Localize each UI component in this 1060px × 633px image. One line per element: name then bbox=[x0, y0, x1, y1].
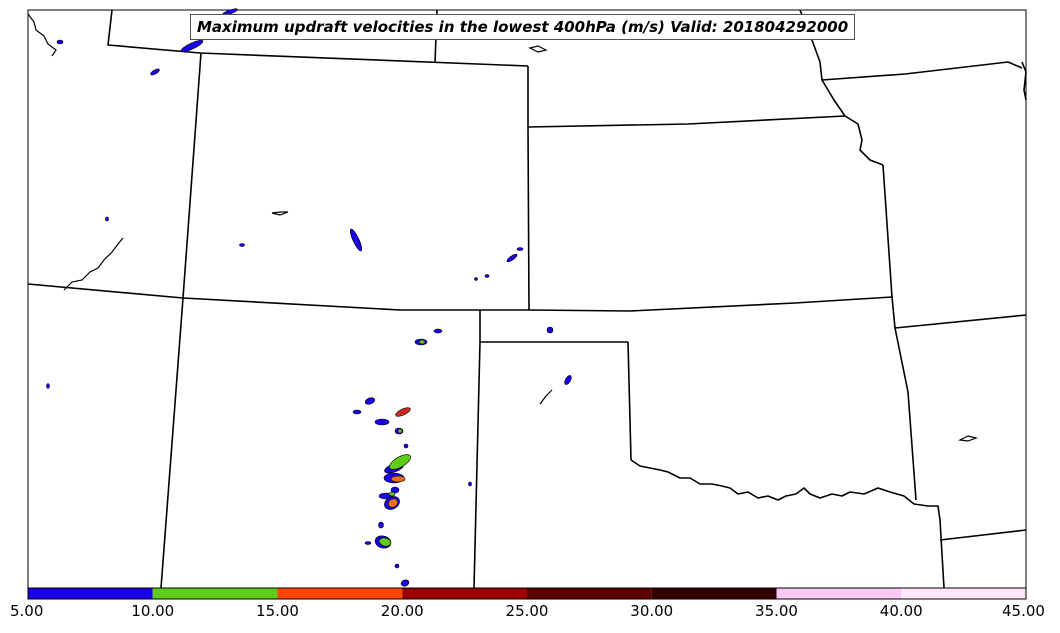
updraft-cell-low bbox=[400, 579, 410, 587]
updraft-cell-low bbox=[403, 443, 409, 449]
map-frame bbox=[27, 9, 1027, 589]
updraft-cell-low bbox=[474, 277, 478, 281]
colorbar-segment bbox=[277, 588, 403, 599]
colorbar-segment bbox=[651, 588, 777, 599]
updraft-cell-low bbox=[105, 216, 109, 222]
updraft-cell-low bbox=[506, 253, 518, 263]
colorbar-tick-label: 10.00 bbox=[131, 602, 175, 620]
updraft-cell-low bbox=[546, 326, 554, 334]
colorbar-segment bbox=[402, 588, 527, 599]
colorbar-tick-label: 35.00 bbox=[755, 602, 798, 620]
updraft-cell-low bbox=[352, 409, 362, 415]
colorbar-tick-label: 20.00 bbox=[380, 602, 424, 620]
updraft-cell-low bbox=[516, 247, 524, 251]
colorbar-segment bbox=[152, 588, 278, 599]
updraft-cell-high bbox=[390, 475, 406, 483]
updraft-cell-low bbox=[484, 274, 490, 278]
updraft-cell-low bbox=[349, 228, 363, 252]
colorbar-segment bbox=[527, 588, 652, 599]
updraft-cell-low bbox=[46, 383, 50, 389]
updraft-contours bbox=[46, 8, 572, 587]
updraft-cell-mid bbox=[378, 537, 392, 547]
colorbar-segment bbox=[28, 588, 153, 599]
updraft-cell-low bbox=[56, 39, 64, 45]
map-title: Maximum updraft velocities in the lowest… bbox=[190, 14, 856, 40]
colorbar bbox=[27, 587, 1027, 600]
updraft-cell-low bbox=[394, 563, 400, 569]
updraft-cell-low bbox=[180, 39, 204, 53]
updraft-cell-low bbox=[378, 521, 384, 529]
updraft-cell-mid bbox=[397, 428, 403, 434]
colorbar-tick-label: 15.00 bbox=[256, 602, 299, 620]
updraft-cell-low bbox=[564, 375, 572, 385]
colorbar-tick-label: 40.00 bbox=[879, 602, 923, 620]
updraft-cell-mid bbox=[389, 454, 411, 470]
updraft-cell-peak bbox=[395, 407, 411, 417]
updraft-cell-low bbox=[364, 397, 376, 405]
colorbar-tick-label: 45.00 bbox=[1002, 602, 1045, 620]
updraft-cell-low bbox=[433, 328, 443, 334]
colorbar-outline bbox=[27, 587, 1027, 600]
coastlines-lakes bbox=[27, 13, 979, 442]
updraft-cell-low bbox=[239, 243, 245, 247]
colorbar-segment bbox=[901, 588, 1026, 599]
colorbar-segment bbox=[776, 588, 902, 599]
updraft-cell-high bbox=[387, 498, 399, 508]
colorbar-tick-label: 25.00 bbox=[505, 602, 549, 620]
updraft-cell-low bbox=[150, 68, 160, 76]
updraft-cell-mid bbox=[388, 491, 396, 497]
updraft-cell-mid bbox=[418, 339, 426, 345]
colorbar-tick-label: 30.00 bbox=[630, 602, 674, 620]
updraft-cell-low bbox=[364, 541, 372, 545]
updraft-cell-low bbox=[374, 418, 390, 426]
updraft-cell-low bbox=[468, 481, 472, 487]
state-borders bbox=[27, 9, 1027, 589]
colorbar-tick-label: 5.00 bbox=[10, 602, 44, 620]
